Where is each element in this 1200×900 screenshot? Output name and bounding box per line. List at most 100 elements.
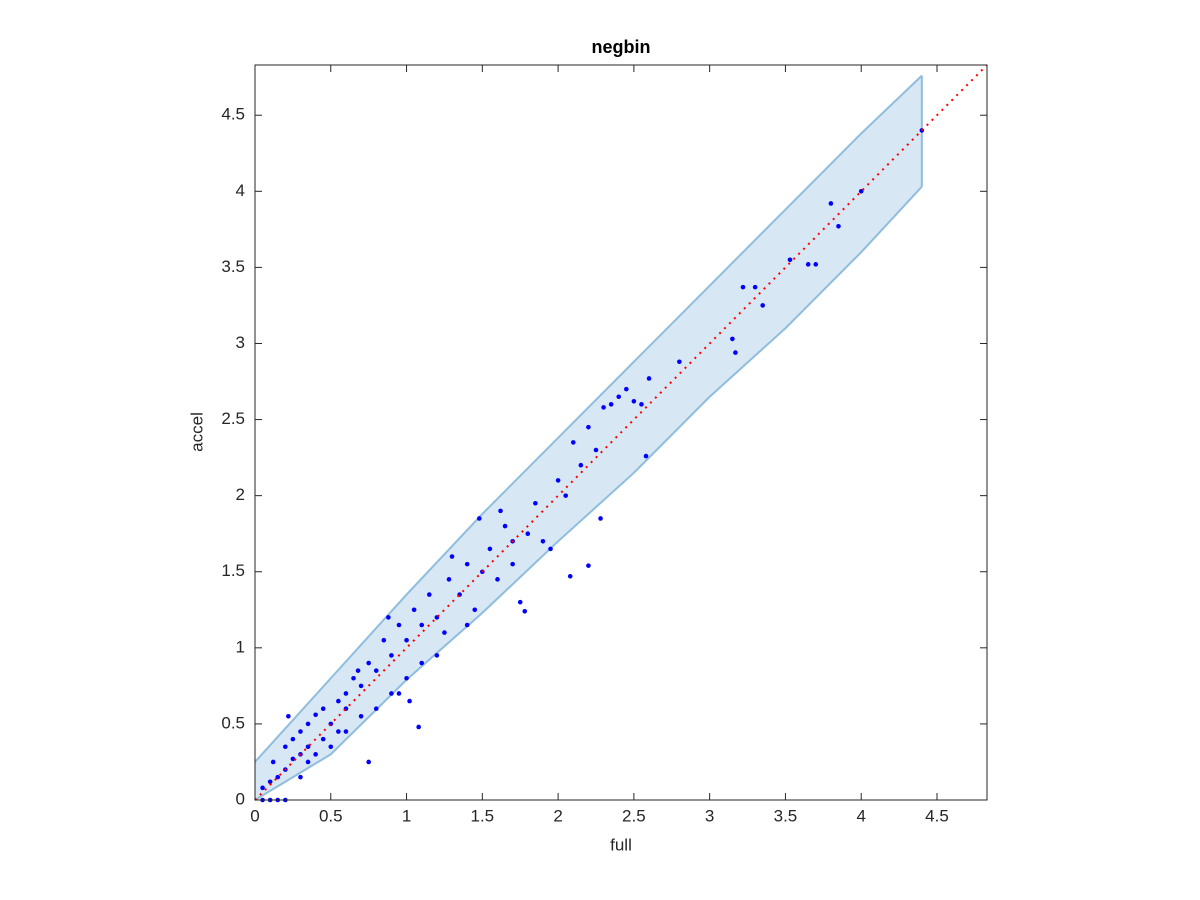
point bbox=[396, 622, 402, 628]
reference-line bbox=[254, 64, 988, 801]
point bbox=[351, 675, 356, 681]
x-tick-label: 3 bbox=[705, 806, 714, 825]
point bbox=[570, 440, 576, 445]
y-tick-label: 4 bbox=[236, 181, 245, 200]
point bbox=[366, 660, 371, 666]
point bbox=[601, 405, 606, 410]
point bbox=[919, 128, 925, 133]
point bbox=[298, 774, 303, 780]
point bbox=[639, 402, 644, 407]
point bbox=[336, 729, 341, 734]
point bbox=[533, 500, 538, 506]
y-tick-label: 1 bbox=[236, 637, 245, 656]
point bbox=[730, 336, 735, 342]
point bbox=[805, 262, 811, 267]
point bbox=[396, 691, 402, 696]
point bbox=[510, 561, 515, 567]
point bbox=[449, 554, 455, 559]
point bbox=[464, 622, 470, 628]
point bbox=[677, 359, 682, 365]
point bbox=[828, 201, 834, 206]
point bbox=[411, 607, 417, 613]
y-tick-label: 3 bbox=[236, 333, 245, 352]
point bbox=[476, 516, 482, 521]
point bbox=[646, 376, 652, 381]
point bbox=[426, 592, 432, 597]
point bbox=[320, 706, 326, 711]
point bbox=[267, 779, 273, 785]
point bbox=[787, 257, 793, 263]
point bbox=[434, 653, 440, 658]
point bbox=[343, 729, 349, 734]
x-tick-label: 2 bbox=[553, 806, 562, 825]
x-tick-label: 1 bbox=[402, 806, 411, 825]
point bbox=[298, 729, 303, 734]
point bbox=[525, 531, 531, 536]
point bbox=[760, 303, 766, 308]
point bbox=[631, 399, 637, 404]
point bbox=[495, 577, 500, 582]
axes-box bbox=[254, 64, 988, 801]
point bbox=[836, 224, 841, 229]
point bbox=[305, 759, 311, 765]
point bbox=[616, 394, 622, 400]
point bbox=[358, 714, 364, 719]
point bbox=[358, 683, 364, 689]
point bbox=[858, 189, 864, 194]
point bbox=[502, 523, 508, 529]
point bbox=[305, 721, 311, 727]
point bbox=[563, 493, 568, 498]
point bbox=[416, 724, 421, 730]
point bbox=[555, 478, 561, 483]
point bbox=[593, 447, 599, 453]
point bbox=[373, 706, 379, 711]
point bbox=[540, 539, 546, 544]
point bbox=[290, 736, 296, 742]
point bbox=[740, 284, 746, 290]
point bbox=[270, 759, 276, 765]
point bbox=[813, 262, 819, 267]
y-tick-label: 1.5 bbox=[221, 561, 245, 580]
x-tick-label: 2.5 bbox=[622, 806, 646, 825]
point bbox=[336, 698, 341, 704]
point bbox=[389, 653, 394, 658]
point bbox=[386, 615, 391, 620]
point bbox=[313, 712, 318, 718]
y-tick-label: 2.5 bbox=[221, 409, 245, 428]
x-tick-label: 4.5 bbox=[925, 806, 949, 825]
point bbox=[578, 462, 584, 468]
point bbox=[487, 546, 493, 552]
point bbox=[381, 637, 387, 643]
point bbox=[404, 675, 409, 681]
point bbox=[586, 424, 591, 430]
y-tick-label: 0.5 bbox=[221, 713, 245, 732]
y-tick-label: 2 bbox=[236, 485, 245, 504]
y-tick-label: 4.5 bbox=[221, 105, 245, 124]
point bbox=[498, 508, 503, 514]
point bbox=[419, 660, 425, 666]
point bbox=[464, 561, 470, 567]
band-upper-edge bbox=[254, 74, 923, 763]
x-tick-label: 1.5 bbox=[471, 806, 495, 825]
point bbox=[389, 691, 394, 696]
point bbox=[419, 622, 425, 628]
point bbox=[522, 609, 528, 614]
point bbox=[305, 744, 311, 750]
point bbox=[567, 574, 573, 579]
point bbox=[442, 630, 447, 635]
point bbox=[643, 453, 649, 459]
point bbox=[548, 546, 553, 552]
x-tick-label: 3.5 bbox=[774, 806, 798, 825]
y-tick-label: 3.5 bbox=[221, 257, 245, 276]
point bbox=[624, 386, 629, 392]
x-tick-label: 4 bbox=[856, 806, 865, 825]
confidence-band bbox=[255, 75, 922, 801]
point bbox=[407, 698, 412, 704]
x-tick-label: 0 bbox=[250, 806, 259, 825]
point bbox=[752, 284, 758, 290]
point bbox=[373, 668, 379, 673]
point bbox=[472, 607, 478, 613]
point bbox=[313, 752, 318, 757]
